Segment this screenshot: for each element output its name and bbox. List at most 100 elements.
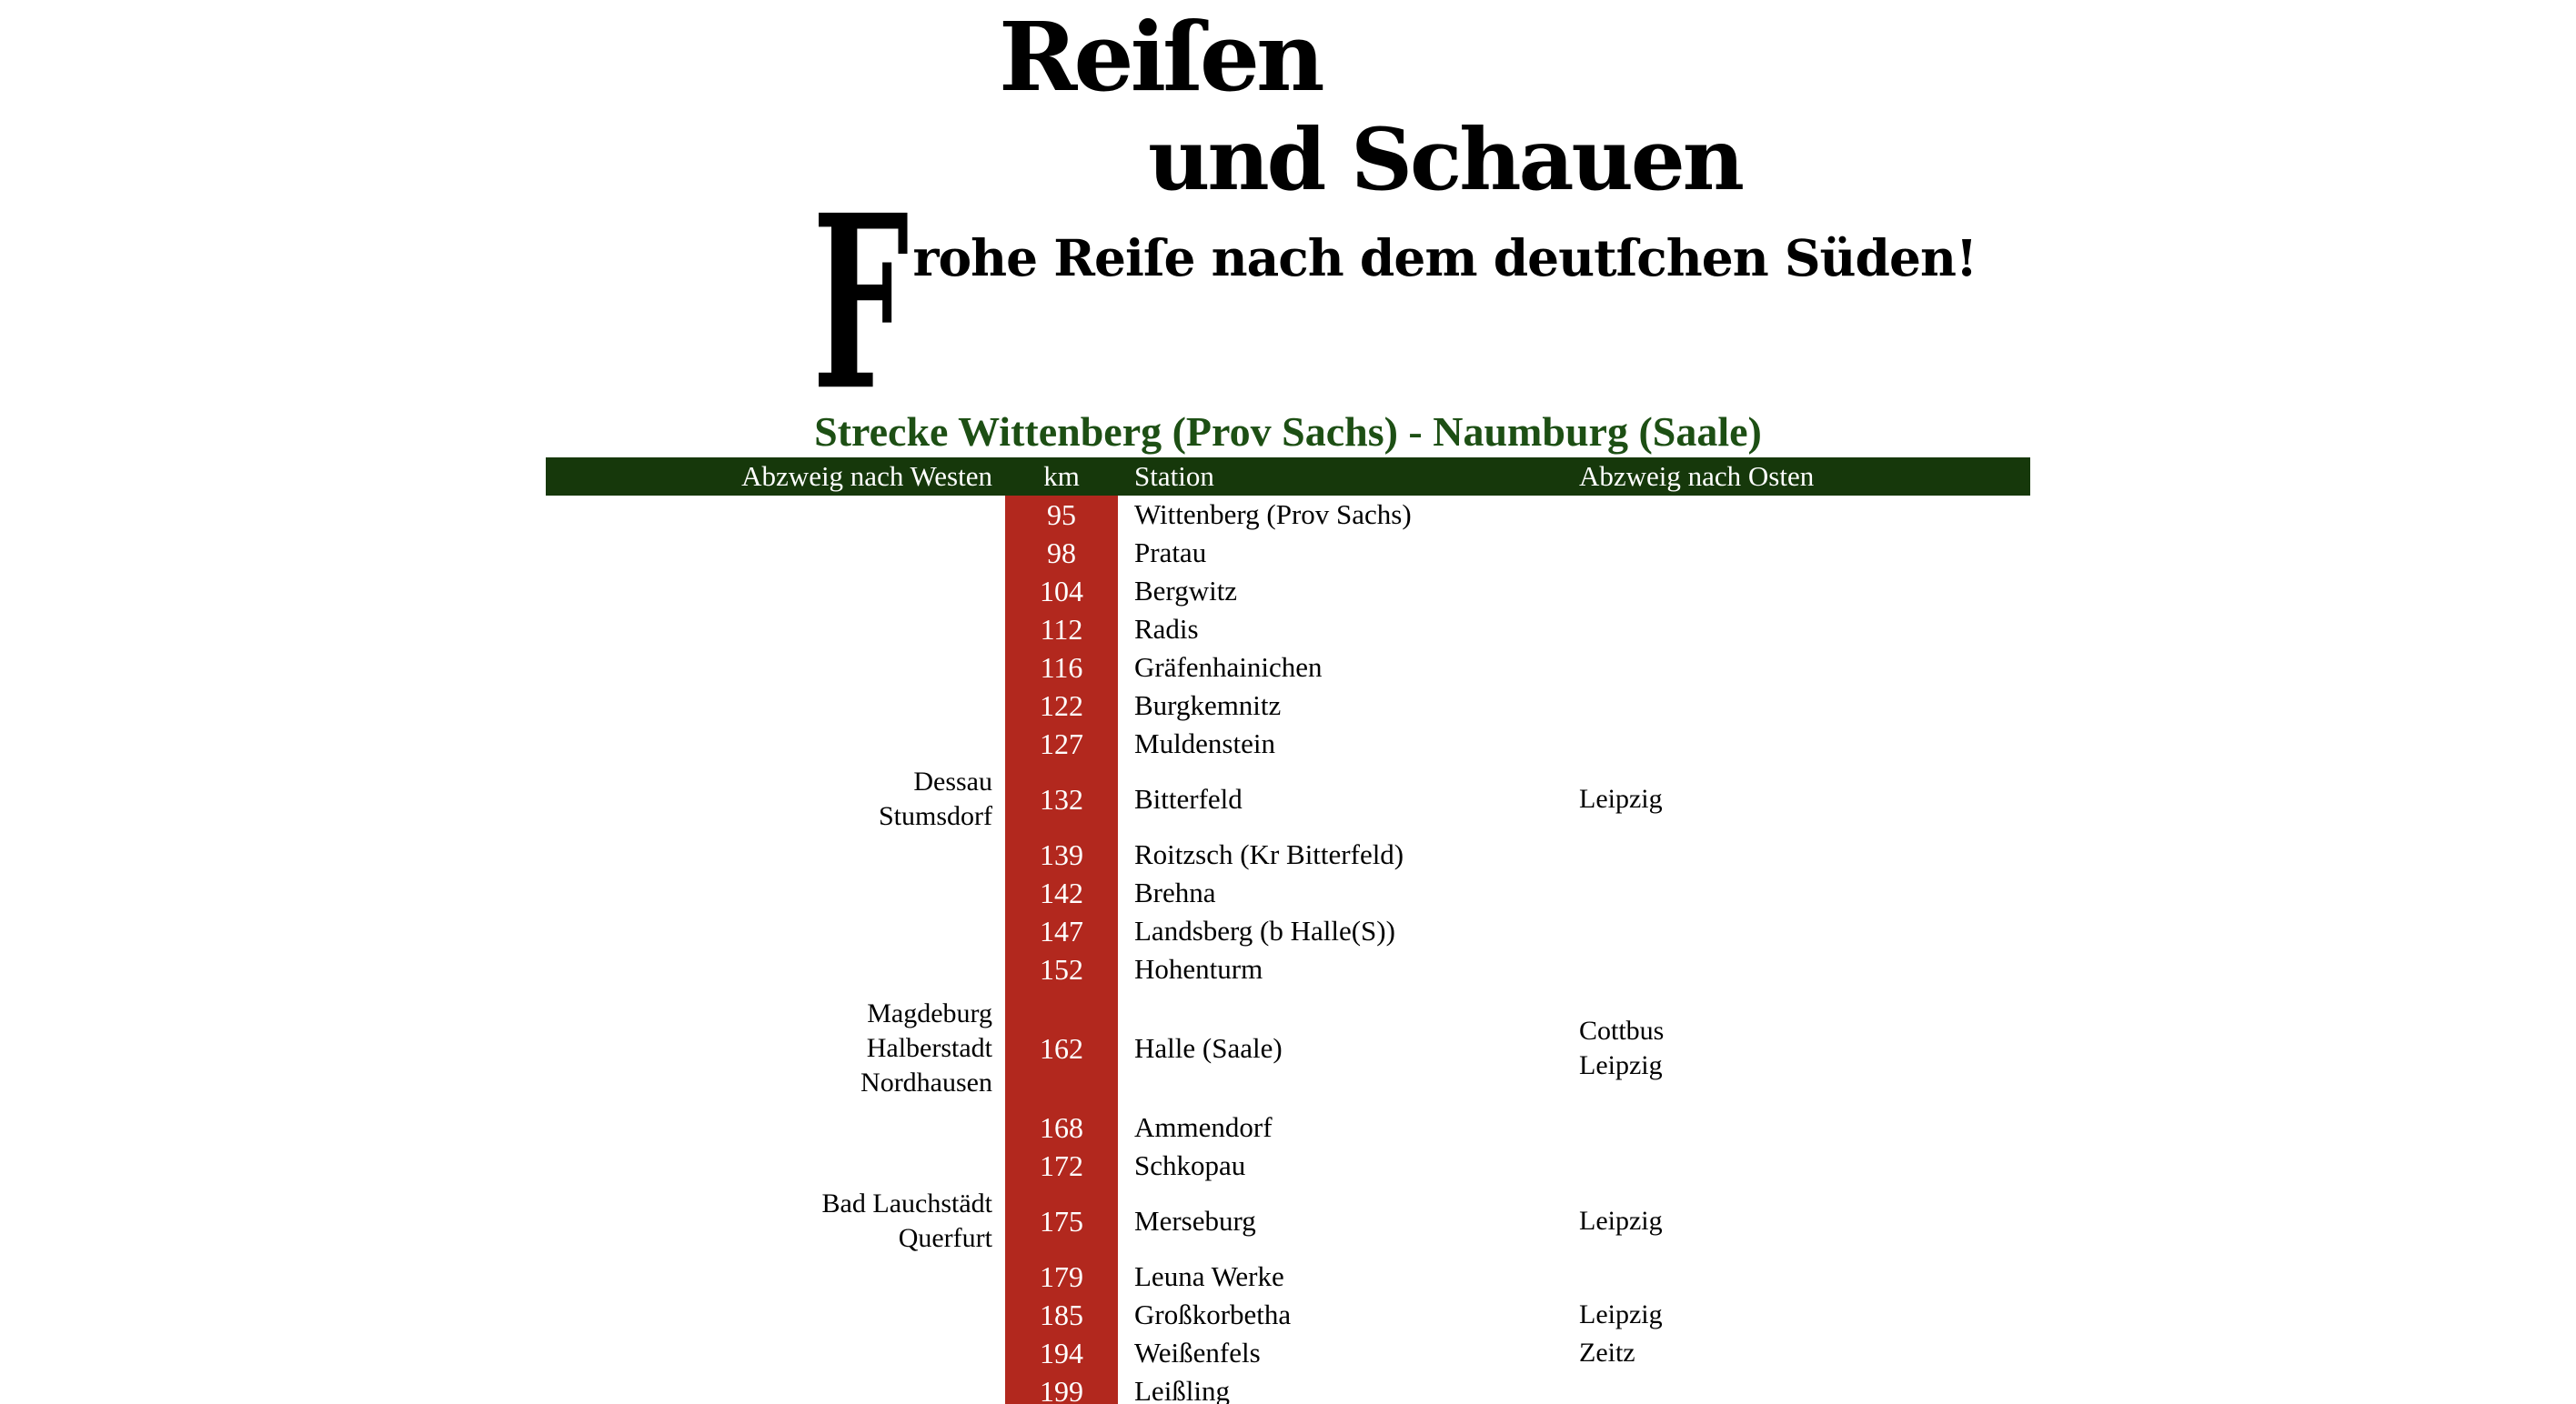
table-row: 172 Schkopau: [546, 1147, 2030, 1185]
km-value: 179: [1005, 1258, 1118, 1296]
station-name: Leißling: [1134, 1375, 1231, 1404]
west-branch-cell: [546, 912, 1005, 950]
km-value: 104: [1005, 572, 1118, 610]
west-branch-label: Querfurt: [898, 1223, 992, 1253]
east-branch-cell: [1579, 687, 2030, 725]
west-branch-label: Bad Lauchstädt: [821, 1188, 992, 1218]
east-branch-cell: Leipzig: [1579, 1296, 2030, 1334]
west-branch-cell: [546, 496, 1005, 534]
west-branch-label: Nordhausen: [860, 1068, 992, 1098]
km-value: 172: [1005, 1147, 1118, 1185]
route-table: Abzweig nach Westen km Station Abzweig n…: [546, 457, 2030, 1404]
station-name: Brehna: [1134, 877, 1216, 908]
km-value: 175: [1005, 1185, 1118, 1258]
west-branch-cell: Dessau Stumsdorf: [546, 763, 1005, 836]
east-branch-cell: [1579, 912, 2030, 950]
table-row: Magdeburg Halberstadt Nordhausen 162 Halle (…: [546, 988, 2030, 1108]
east-branch-label: Leipzig: [1579, 1206, 1663, 1236]
east-branch-cell: [1579, 836, 2030, 874]
east-branch-cell: Cottbus Leipzig: [1579, 988, 2030, 1108]
east-branch-cell: [1579, 496, 2030, 534]
km-value: 122: [1005, 687, 1118, 725]
table-row: 168 Ammendorf: [546, 1108, 2030, 1147]
station-name: Schkopau: [1134, 1149, 1246, 1181]
west-branch-cell: [546, 572, 1005, 610]
table-row: 98 Pratau: [546, 534, 2030, 572]
station-name: Roitzsch (Kr Bitterfeld): [1134, 838, 1404, 870]
station-name: Halle (Saale): [1134, 1032, 1283, 1064]
east-branch-cell: Leipzig: [1579, 1185, 2030, 1258]
west-branch-cell: [546, 725, 1005, 763]
table-row: 179 Leuna Werke: [546, 1258, 2030, 1296]
east-branch-cell: [1579, 648, 2030, 687]
station-name: Bergwitz: [1134, 575, 1238, 607]
km-value: 142: [1005, 874, 1118, 912]
km-value: 112: [1005, 610, 1118, 648]
km-value: 132: [1005, 763, 1118, 836]
station-name: Burgkemnitz: [1134, 689, 1282, 721]
table-row: 95 Wittenberg (Prov Sachs): [546, 496, 2030, 534]
station-name: Hohenturm: [1134, 953, 1263, 985]
west-branch-cell: [546, 836, 1005, 874]
west-branch-cell: [546, 1296, 1005, 1334]
east-branch-cell: [1579, 874, 2030, 912]
east-branch-cell: [1579, 725, 2030, 763]
station-name: Bitterfeld: [1134, 783, 1243, 815]
west-branch-cell: [546, 534, 1005, 572]
east-branch-cell: [1579, 1372, 2030, 1404]
east-branch-cell: Zeitz: [1579, 1334, 2030, 1372]
km-value: 98: [1005, 534, 1118, 572]
west-branch-label: Dessau: [913, 767, 992, 797]
west-branch-label: Halberstadt: [866, 1033, 992, 1063]
station-name: Großkorbetha: [1134, 1299, 1292, 1330]
route-table-body: 95 Wittenberg (Prov Sachs) 98 Pratau 104 Berg…: [546, 496, 2030, 1404]
east-branch-label: Cottbus: [1579, 1016, 1665, 1046]
table-row: 142 Brehna: [546, 874, 2030, 912]
west-branch-cell: Magdeburg Halberstadt Nordhausen: [546, 988, 1005, 1108]
west-branch-label: Stumsdorf: [878, 801, 992, 831]
header-km: km: [1043, 460, 1080, 492]
station-name: Wittenberg (Prov Sachs): [1134, 498, 1412, 530]
west-branch-cell: [546, 1258, 1005, 1296]
header-station: Station: [1134, 460, 1214, 492]
east-branch-label: Zeitz: [1579, 1338, 1635, 1368]
km-value: 139: [1005, 836, 1118, 874]
km-value: 168: [1005, 1108, 1118, 1147]
west-branch-label: Magdeburg: [867, 998, 992, 1028]
table-row: 116 Gräfenhainichen: [546, 648, 2030, 687]
logo-line-und-schauen: und Schauen: [1148, 110, 1745, 210]
header-abzweig-westen: Abzweig nach Westen: [741, 460, 992, 492]
table-row: 127 Muldenstein: [546, 725, 2030, 763]
station-name: Merseburg: [1134, 1205, 1256, 1237]
table-row: 139 Roitzsch (Kr Bitterfeld): [546, 836, 2030, 874]
station-name: Weißenfels: [1134, 1337, 1261, 1369]
station-name: Pratau: [1134, 537, 1207, 568]
east-branch-cell: [1579, 1258, 2030, 1296]
east-branch-cell: [1579, 572, 2030, 610]
west-branch-cell: [546, 1334, 1005, 1372]
table-row: 122 Burgkemnitz: [546, 687, 2030, 725]
east-branch-label: Leipzig: [1579, 784, 1663, 814]
west-branch-cell: Bad Lauchstädt Querfurt: [546, 1185, 1005, 1258]
east-branch-cell: [1579, 1147, 2030, 1185]
station-name: Muldenstein: [1134, 727, 1275, 759]
km-value: 162: [1005, 988, 1118, 1108]
west-branch-cell: [546, 610, 1005, 648]
km-value: 95: [1005, 496, 1118, 534]
station-name: Gräfenhainichen: [1134, 651, 1323, 683]
km-value: 116: [1005, 648, 1118, 687]
east-branch-cell: [1579, 1108, 2030, 1147]
east-branch-cell: [1579, 950, 2030, 988]
west-branch-cell: [546, 874, 1005, 912]
table-header-row: Abzweig nach Westen km Station Abzweig n…: [546, 457, 2030, 496]
tagline-text: rohe Reiſe nach dem deutſchen Süden!: [912, 228, 1978, 287]
km-value: 147: [1005, 912, 1118, 950]
km-value: 199: [1005, 1372, 1118, 1404]
west-branch-cell: [546, 1108, 1005, 1147]
east-branch-label: Leipzig: [1579, 1050, 1663, 1080]
east-branch-cell: [1579, 534, 2030, 572]
km-value: 194: [1005, 1334, 1118, 1372]
west-branch-cell: [546, 1147, 1005, 1185]
west-branch-cell: [546, 687, 1005, 725]
